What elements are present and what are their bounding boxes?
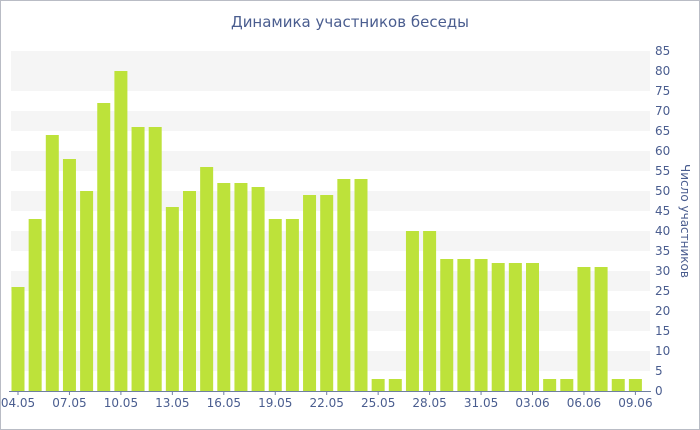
x-tick-label: 28.05 [412, 396, 446, 410]
bar-18.05 [251, 187, 265, 391]
bar-16.05 [217, 183, 231, 391]
y-tick-label: 65 [655, 124, 670, 138]
y-tick-label: 15 [655, 324, 670, 338]
grid-stripe [11, 151, 650, 171]
bar-03.06 [526, 263, 539, 391]
bar-30.05 [457, 259, 471, 391]
bar-24.05 [354, 179, 368, 391]
bar-26.05 [388, 379, 402, 391]
x-tick-label: 22.05 [310, 396, 344, 410]
bar-06.05 [45, 135, 59, 391]
bar-28.05 [423, 231, 437, 391]
x-tick-label: 13.05 [155, 396, 189, 410]
x-tick-label: 04.05 [1, 396, 35, 410]
bar-27.05 [405, 231, 419, 391]
y-tick-label: 0 [655, 384, 663, 398]
bar-20.05 [285, 219, 299, 391]
bar-29.05 [440, 259, 454, 391]
grid-stripe [11, 111, 650, 131]
bar-05.06 [560, 379, 574, 391]
bar-09.06 [628, 379, 642, 391]
x-tick-label: 03.06 [515, 396, 549, 410]
bar-06.06 [577, 267, 591, 391]
bar-12.05 [148, 127, 162, 391]
x-tick-label: 09.06 [618, 396, 652, 410]
chart-title: Динамика участников беседы [230, 13, 470, 31]
bar-08.05 [80, 191, 94, 391]
y-tick-label: 75 [655, 84, 670, 98]
bar-10.05 [114, 71, 128, 391]
bar-21.05 [303, 195, 317, 391]
x-tick-labels: 04.05 07.05 10.05 13.05 16.05 19.05 22.05 25.05… [1, 391, 653, 410]
x-tick-label: 25.05 [361, 396, 395, 410]
bar-14.05 [183, 191, 196, 391]
bar-19.05 [268, 219, 282, 391]
bar-02.06 [508, 263, 522, 391]
bars-group [11, 71, 642, 391]
x-tick-label: 10.05 [104, 396, 138, 410]
y-tick-label: 60 [655, 144, 670, 158]
y-tick-label: 55 [655, 164, 670, 178]
y-tick-label: 70 [655, 104, 670, 118]
bar-13.05 [165, 207, 179, 391]
y-tick-label: 80 [655, 64, 670, 78]
bar-22.05 [320, 195, 334, 391]
y-tick-label: 10 [655, 344, 670, 358]
y-tick-label: 20 [655, 304, 670, 318]
bar-04.06 [543, 379, 557, 391]
y-tick-label: 5 [655, 364, 663, 378]
x-tick-label: 16.05 [207, 396, 241, 410]
bar-25.05 [371, 379, 385, 391]
bar-07.06 [594, 267, 608, 391]
bar-08.06 [611, 379, 625, 391]
bar-05.05 [28, 219, 42, 391]
grid-stripe [11, 51, 650, 71]
y-tick-label: 40 [655, 224, 670, 238]
bar-07.05 [62, 159, 76, 391]
bar-04.05 [11, 287, 25, 391]
x-tick-label: 19.05 [258, 396, 292, 410]
bar-23.05 [337, 179, 351, 391]
bar-15.05 [200, 167, 214, 391]
y-tick-label: 30 [655, 264, 670, 278]
bar-01.06 [491, 263, 505, 391]
bar-17.05 [234, 183, 248, 391]
y-tick-label: 45 [655, 204, 670, 218]
bar-09.05 [97, 103, 111, 391]
grid-stripe [11, 71, 650, 91]
y-axis-title: Число участников [678, 164, 692, 278]
x-tick-label: 31.05 [464, 396, 498, 410]
y-tick-labels: 0 5 10 15 20 25 30 35 40 45 50 55 60 65 70 75 80 85 [655, 44, 670, 398]
y-tick-label: 85 [655, 44, 670, 58]
bar-31.05 [474, 259, 488, 391]
y-tick-label: 50 [655, 184, 670, 198]
y-tick-label: 25 [655, 284, 670, 298]
x-tick-label: 07.05 [52, 396, 86, 410]
x-tick-label: 06.06 [567, 396, 601, 410]
y-tick-label: 35 [655, 244, 670, 258]
bar-11.05 [131, 127, 145, 391]
